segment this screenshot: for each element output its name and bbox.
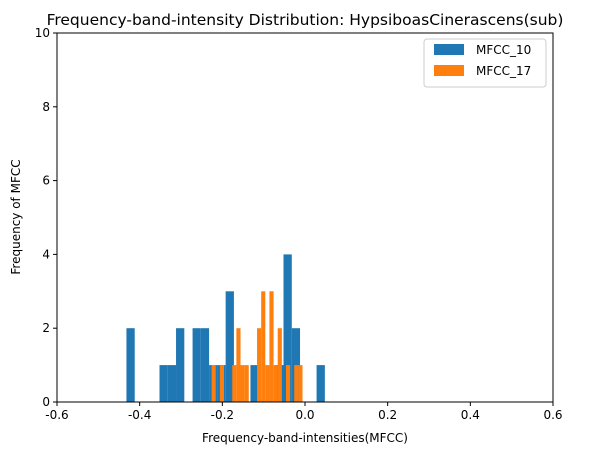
bar-mfcc-17-12 [286,365,290,402]
bar-mfcc-17-7 [261,291,265,402]
x-tick-label: -0.6 [45,408,68,422]
x-tick-label: -0.2 [211,408,234,422]
bar-mfcc-10-13 [317,365,325,402]
x-tick-label: 0.4 [461,408,480,422]
bar-mfcc-10-0 [126,328,134,402]
bar-mfcc-10-5 [201,328,209,402]
bar-mfcc-10-4 [193,328,201,402]
bar-mfcc-17-6 [257,328,261,402]
y-tick-label: 0 [42,395,50,409]
bar-mfcc-17-13 [294,365,298,402]
bar-mfcc-17-0 [212,365,216,402]
x-tick-label: 0.0 [295,408,314,422]
bar-mfcc-17-11 [278,328,282,402]
x-tick-label: 0.6 [543,408,562,422]
legend-label-mfcc-17: MFCC_17 [476,64,531,78]
bar-mfcc-17-10 [274,365,278,402]
bar-mfcc-17-3 [236,328,240,402]
x-tick-label: -0.4 [128,408,151,422]
legend: MFCC_10 MFCC_17 [424,39,546,87]
legend-swatch-mfcc-17 [434,65,464,76]
bar-mfcc-10-3 [176,328,184,402]
x-axis-label: Frequency-band-intensities(MFCC) [202,431,408,445]
y-tick-label: 6 [42,174,50,188]
bar-mfcc-17-14 [298,365,302,402]
y-axis-label: Frequency of MFCC [9,159,23,274]
chart-title: Frequency-band-intensity Distribution: H… [47,11,564,29]
legend-label-mfcc-10: MFCC_10 [476,43,531,57]
bar-mfcc-17-1 [220,365,224,402]
x-tick-label: 0.2 [378,408,397,422]
bar-mfcc-17-2 [232,365,236,402]
bar-mfcc-10-1 [160,365,168,402]
y-tick-label: 2 [42,321,50,335]
bar-mfcc-17-9 [269,291,273,402]
bar-mfcc-17-8 [265,365,269,402]
y-tick-label: 10 [35,26,50,40]
bar-mfcc-10-2 [168,365,176,402]
y-tick-label: 4 [42,247,50,261]
y-tick-label: 8 [42,100,50,114]
legend-swatch-mfcc-10 [434,44,464,55]
bar-mfcc-17-5 [245,365,249,402]
bar-mfcc-17-4 [241,365,245,402]
